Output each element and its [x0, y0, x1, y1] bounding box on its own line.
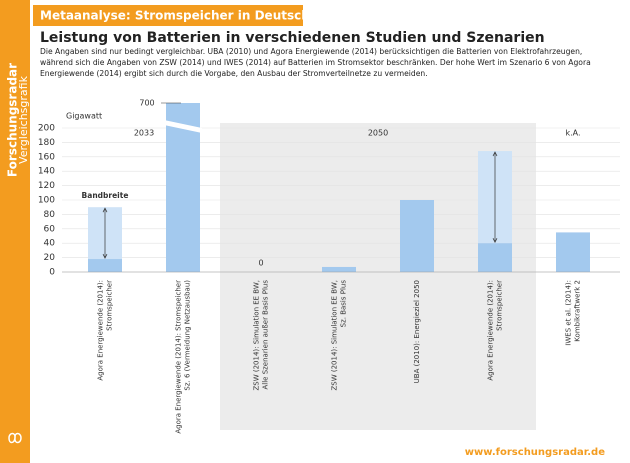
- y-tick-label: 120: [38, 181, 55, 191]
- y-tick-label: 20: [44, 253, 56, 263]
- period-label: k.A.: [565, 129, 580, 138]
- legend-label: Bandbreite: [82, 191, 129, 200]
- arrow-head: [102, 207, 108, 259]
- value-label: 700: [139, 99, 154, 108]
- chart-title: Leistung von Batterien in verschiedenen …: [40, 30, 545, 46]
- side-subtitle: Vergleichsgrafik: [17, 75, 30, 164]
- x-tick-label: Agora Energiewende (2014): Stromspeicher: [175, 280, 183, 434]
- x-tick-label: Sz. 6 (Vermeidung Netzausbau): [184, 280, 192, 391]
- description: Energiewende (2014) ergibt sich durch di…: [40, 69, 428, 78]
- y-tick-label: 180: [38, 138, 55, 148]
- logo: [8, 432, 22, 444]
- y-tick-label: 40: [44, 239, 56, 249]
- side-band: [0, 0, 30, 463]
- value-label: 0: [258, 259, 263, 268]
- bar: [400, 200, 434, 272]
- x-tick-label: ZSW (2014): Simulation EE BW,: [331, 280, 339, 391]
- y-tick-label: 0: [49, 268, 55, 278]
- x-tick-label: Alle Szenarien außer Basis Plus: [262, 280, 270, 390]
- x-tick-label: IWES et al. (2014):: [565, 280, 573, 346]
- y-tick-label: 60: [44, 224, 56, 234]
- x-tick-label: Stromspeicher: [496, 280, 504, 331]
- bar: [322, 266, 356, 272]
- x-tick-label: UBA (2010): Energieziel 2050: [413, 280, 421, 383]
- y-tick-label: 200: [38, 124, 55, 134]
- footer: www.forschungsradar.de: [465, 447, 605, 458]
- arrow-head: [492, 151, 498, 243]
- period-label: 2033: [134, 129, 154, 138]
- description: Die Angaben sind nur bedingt vergleichba…: [40, 47, 582, 56]
- x-tick-label: Agora Energiewende (2014):: [97, 280, 105, 381]
- y-tick-label: 160: [38, 152, 55, 162]
- side-title: Forschungsradar: [6, 63, 20, 177]
- banner: [33, 5, 303, 26]
- bar: [556, 232, 590, 272]
- x-tick-label: Stromspeicher: [106, 280, 114, 331]
- x-tick-label: Kombikraftwerk 2: [574, 280, 582, 342]
- period-label: 2050: [368, 129, 388, 138]
- bar: [478, 243, 512, 272]
- x-tick-label: Sz. Basis Plus: [340, 280, 348, 328]
- y-tick-label: 140: [38, 167, 55, 177]
- y-tick-label: 100: [38, 196, 55, 206]
- y-axis-label: Gigawatt: [66, 112, 102, 121]
- banner-text: Metaanalyse: Stromspeicher in Deutschlan…: [40, 9, 339, 23]
- x-tick-label: Agora Energiewende (2014):: [487, 280, 495, 381]
- y-tick-label: 80: [44, 210, 56, 220]
- x-tick-label: ZSW (2014): Simulation EE BW,: [253, 280, 261, 391]
- axis-break: [164, 120, 202, 133]
- description: während sich die Angaben von ZSW (2014) …: [40, 58, 591, 67]
- bar: [88, 259, 122, 272]
